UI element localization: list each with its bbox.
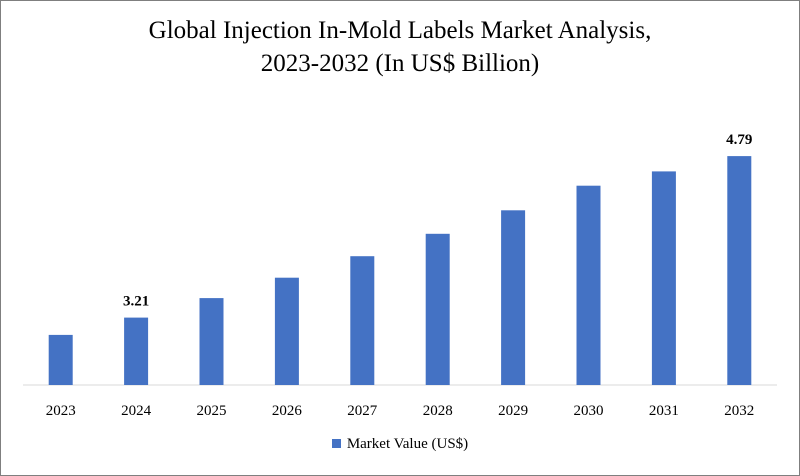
data-label-2032: 4.79 xyxy=(726,132,752,148)
bar-2027 xyxy=(350,256,375,385)
x-tick-label-2024: 2024 xyxy=(121,403,152,419)
data-label-group: 3.21 4.79 xyxy=(123,132,752,310)
legend-swatch xyxy=(331,439,341,448)
x-tick-label-2026: 2026 xyxy=(272,403,303,419)
x-tick-label-2023: 2023 xyxy=(46,403,76,419)
bar-2023 xyxy=(48,334,73,385)
bar-2031 xyxy=(651,171,676,385)
bar-2028 xyxy=(425,233,450,385)
chart-title-line-2: 2023-2032 (In US$ Billion) xyxy=(260,50,540,77)
legend: Market Value (US$) xyxy=(0,436,800,453)
bar-2029 xyxy=(501,210,526,385)
bar-2030 xyxy=(576,185,601,385)
bar-group xyxy=(48,156,752,385)
x-tick-label-2031: 2031 xyxy=(649,403,679,419)
chart-title-line-1: Global Injection In-Mold Labels Market A… xyxy=(148,17,652,44)
x-tick-label-2029: 2029 xyxy=(498,403,528,419)
x-tick-label-2028: 2028 xyxy=(423,403,453,419)
bar-2026 xyxy=(274,277,299,385)
legend-label: Market Value (US$) xyxy=(346,436,469,452)
data-label-2024: 3.21 xyxy=(123,294,149,310)
x-tick-label-2027: 2027 xyxy=(347,403,378,419)
x-tick-label-group: 2023 2024 2025 2026 2027 2028 2029 2030 2031 2032 xyxy=(46,403,755,419)
bar-2032 xyxy=(727,156,752,385)
chart-title: Global Injection In-Mold Labels Market A… xyxy=(0,14,800,80)
bar-2025 xyxy=(199,298,224,385)
x-tick-label-2032: 2032 xyxy=(724,403,754,419)
x-tick-label-2025: 2025 xyxy=(197,403,227,419)
bar-2024 xyxy=(124,317,149,385)
x-tick-label-2030: 2030 xyxy=(574,403,604,419)
